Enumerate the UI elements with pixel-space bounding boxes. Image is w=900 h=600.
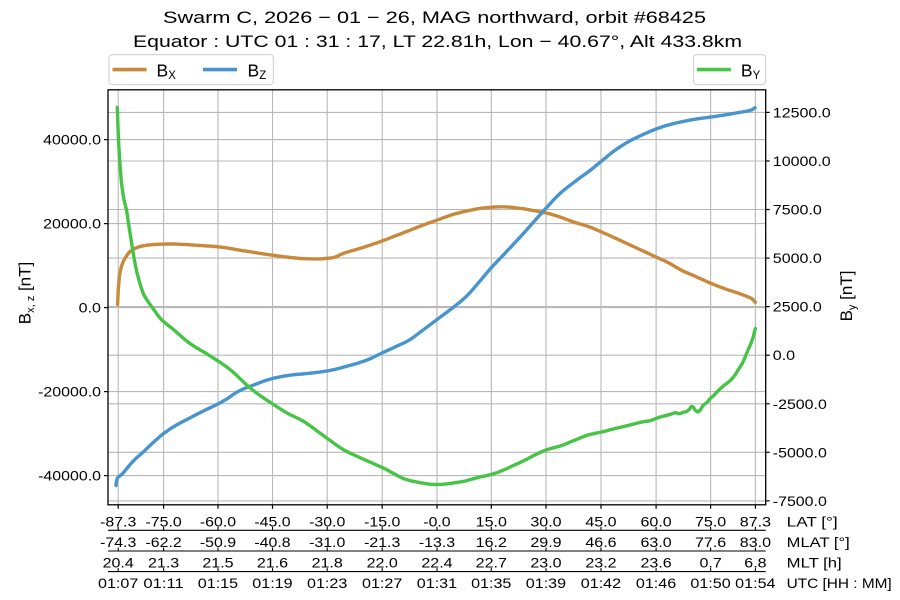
svg-text:21.5: 21.5 [202,554,233,570]
svg-text:01:50: 01:50 [690,575,731,591]
svg-text:-31.0: -31.0 [309,534,345,550]
svg-text:10000.0: 10000.0 [773,153,831,169]
svg-text:60.0: 60.0 [641,514,672,530]
svg-text:16.2: 16.2 [476,534,507,550]
svg-text:01:31: 01:31 [417,575,458,591]
svg-text:23.2: 23.2 [585,554,616,570]
svg-text:-21.3: -21.3 [364,534,400,550]
svg-text:6.8: 6.8 [744,554,767,570]
svg-text:01:15: 01:15 [198,575,239,591]
svg-text:75.0: 75.0 [695,514,726,530]
svg-text:21.6: 21.6 [257,554,288,570]
svg-text:Bx, z [nT]: Bx, z [nT] [16,262,38,324]
svg-text:0.0: 0.0 [79,300,102,316]
svg-text:01:19: 01:19 [252,575,293,591]
svg-text:23.0: 23.0 [530,554,561,570]
svg-text:40000.0: 40000.0 [43,132,101,148]
svg-text:21.3: 21.3 [148,554,179,570]
svg-text:46.6: 46.6 [585,534,616,550]
svg-text:29.9: 29.9 [530,534,561,550]
svg-text:7500.0: 7500.0 [773,202,822,218]
svg-text:01:54: 01:54 [735,575,776,591]
svg-text:-0.0: -0.0 [423,514,451,530]
svg-text:Swarm C, 2026 − 01 − 26, MAG: Swarm C, 2026 − 01 − 26, MAG northward, … [163,8,706,27]
svg-text:-7500.0: -7500.0 [773,493,827,509]
svg-text:2500.0: 2500.0 [773,299,822,315]
svg-text:0.7: 0.7 [700,554,723,570]
svg-text:15.0: 15.0 [476,514,507,530]
svg-text:5000.0: 5000.0 [773,250,822,266]
svg-text:-87.3: -87.3 [100,514,136,530]
svg-text:-5000.0: -5000.0 [773,444,827,460]
svg-text:-74.3: -74.3 [100,534,136,550]
svg-text:20.4: 20.4 [103,554,134,570]
svg-text:22.4: 22.4 [421,554,452,570]
svg-text:-20000.0: -20000.0 [38,384,101,400]
svg-text:By [nT]: By [nT] [837,271,859,322]
svg-text:23.6: 23.6 [641,554,672,570]
svg-text:-62.2: -62.2 [146,534,182,550]
svg-text:0.0: 0.0 [773,347,796,363]
svg-text:01:35: 01:35 [471,575,512,591]
svg-text:LAT [°]: LAT [°] [787,514,838,530]
svg-text:01:42: 01:42 [581,575,622,591]
svg-text:-2500.0: -2500.0 [773,396,827,412]
svg-text:MLAT [°]: MLAT [°] [787,534,850,550]
svg-text:-60.0: -60.0 [200,514,236,530]
svg-text:MLT [h]: MLT [h] [787,554,842,570]
svg-text:12500.0: 12500.0 [773,104,831,120]
svg-text:01:07: 01:07 [98,575,139,591]
svg-text:87.3: 87.3 [740,514,771,530]
svg-text:01:27: 01:27 [362,575,403,591]
svg-text:UTC [HH : MM]: UTC [HH : MM] [787,575,892,591]
svg-text:Equator : UTC 01 : 31 : 17,: Equator : UTC 01 : 31 : 17, LT 22.81h, L… [133,32,742,51]
svg-text:20000.0: 20000.0 [43,216,101,232]
svg-text:77.6: 77.6 [695,534,726,550]
svg-text:01:46: 01:46 [636,575,677,591]
svg-text:-30.0: -30.0 [309,514,345,530]
svg-text:83.0: 83.0 [740,534,771,550]
svg-text:-15.0: -15.0 [364,514,400,530]
svg-text:22.7: 22.7 [476,554,507,570]
svg-text:-50.9: -50.9 [200,534,236,550]
svg-text:45.0: 45.0 [585,514,616,530]
svg-text:-40000.0: -40000.0 [38,468,101,484]
svg-text:22.0: 22.0 [367,554,398,570]
svg-text:21.8: 21.8 [312,554,343,570]
svg-text:01:11: 01:11 [143,575,184,591]
svg-text:63.0: 63.0 [641,534,672,550]
svg-text:01:39: 01:39 [526,575,567,591]
svg-text:-75.0: -75.0 [146,514,182,530]
svg-text:-13.3: -13.3 [419,534,455,550]
svg-text:30.0: 30.0 [530,514,561,530]
svg-text:-40.8: -40.8 [254,534,290,550]
svg-text:-45.0: -45.0 [254,514,290,530]
svg-text:01:23: 01:23 [307,575,348,591]
